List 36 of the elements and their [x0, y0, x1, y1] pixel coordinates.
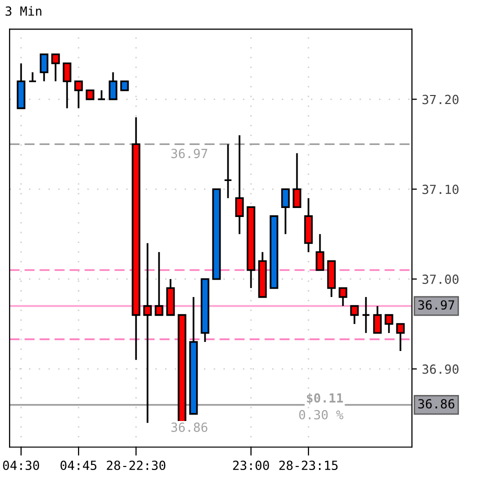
candlestick: [224, 143, 232, 199]
y-tick-label: 37.00: [422, 274, 458, 284]
x-tick-label: 28-23:15: [279, 460, 338, 470]
candlestick: [235, 134, 244, 235]
candlestick: [74, 80, 83, 110]
x-tick-label: 28-22:30: [106, 460, 166, 470]
candlestick: [373, 305, 382, 334]
candlestick: [350, 305, 359, 325]
candlestick: [316, 233, 324, 271]
ref-line-label: 36.97: [418, 300, 454, 310]
annotation: $0.11: [306, 393, 343, 404]
annotation: 36.97: [171, 148, 208, 158]
candlestick: [108, 71, 118, 100]
y-tick-label: 37.20: [422, 94, 458, 104]
y-tick-label: 37.10: [422, 184, 458, 194]
x-tick-label: 23:00: [233, 460, 269, 470]
candlestick: [281, 188, 290, 235]
y-tick-label: 36.90: [422, 364, 458, 374]
x-tick-label: 04:30: [3, 460, 40, 470]
candlestick: [396, 323, 405, 352]
candlestick: [154, 251, 164, 316]
candlestick: [384, 314, 394, 334]
candlestick: [40, 53, 48, 82]
candlestick: [97, 89, 106, 100]
chart-title: 3 Min: [6, 6, 42, 16]
candlestick: [51, 53, 60, 82]
ref-line-label: 36.86: [418, 399, 454, 409]
candlestick: [28, 71, 37, 82]
candlestick: [143, 242, 152, 424]
candlestick: [62, 62, 72, 110]
annotation: 0.30 %: [299, 410, 344, 420]
candlestick: [362, 296, 370, 334]
x-tick-label: 04:45: [60, 460, 96, 470]
candlestick: [338, 287, 348, 307]
candlestick: [292, 152, 302, 208]
annotation: 36.86: [171, 422, 208, 432]
